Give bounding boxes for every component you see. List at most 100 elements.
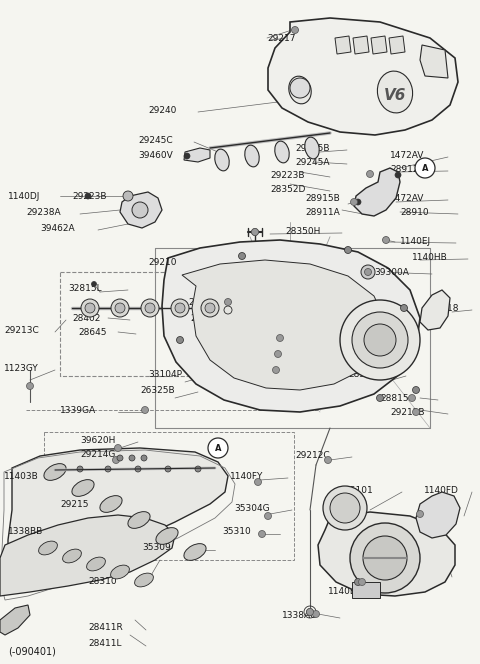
Circle shape [355,199,361,205]
Text: 33104P: 33104P [148,369,182,378]
Ellipse shape [305,137,319,159]
Circle shape [367,171,373,177]
Circle shape [225,299,231,305]
Text: 28411R: 28411R [88,623,123,633]
Text: 1140DJ: 1140DJ [8,191,40,201]
Circle shape [195,466,201,472]
Circle shape [111,299,129,317]
Ellipse shape [275,141,289,163]
Text: 28310: 28310 [88,578,117,586]
Text: 35304G: 35304G [234,503,270,513]
Text: V6: V6 [384,88,406,102]
Bar [352,582,380,598]
Circle shape [254,479,262,485]
Circle shape [395,172,401,178]
Circle shape [85,193,91,199]
Circle shape [165,466,171,472]
Polygon shape [120,192,162,228]
Ellipse shape [184,544,206,560]
Circle shape [177,337,183,343]
Bar [224,318,232,334]
Circle shape [142,406,148,414]
Circle shape [123,191,133,201]
Bar [44,432,294,560]
Text: 28645: 28645 [78,327,107,337]
Circle shape [340,300,420,380]
Polygon shape [354,168,400,216]
Polygon shape [8,448,228,582]
Polygon shape [389,36,405,54]
Circle shape [141,299,159,317]
Circle shape [363,536,407,580]
Text: 28411L: 28411L [88,639,121,649]
Circle shape [361,265,375,279]
Text: 29212D: 29212D [188,297,223,307]
Text: 39620H: 39620H [80,436,115,444]
Text: 28915B: 28915B [305,193,340,203]
Circle shape [350,199,358,205]
Text: 29217R: 29217R [394,570,429,580]
Circle shape [276,335,284,341]
Text: 28352D: 28352D [270,185,305,193]
Text: 28815: 28815 [380,394,408,402]
Circle shape [264,513,272,519]
Circle shape [115,444,121,452]
Text: 1140EY: 1140EY [328,588,362,596]
Text: 1140EJ: 1140EJ [400,236,431,246]
Polygon shape [420,290,450,330]
Circle shape [365,269,371,275]
Circle shape [92,282,96,286]
Text: 29212B: 29212B [390,408,424,416]
Circle shape [352,312,408,368]
Circle shape [26,382,34,390]
Text: A: A [422,163,428,173]
Circle shape [81,299,99,317]
Text: 35309: 35309 [142,544,171,552]
Text: 29223B: 29223B [270,171,304,179]
Polygon shape [0,515,175,596]
Text: 35101: 35101 [344,485,373,495]
Circle shape [330,493,360,523]
Text: 1140HB: 1140HB [412,252,448,262]
Circle shape [175,303,185,313]
Circle shape [225,299,231,305]
Polygon shape [162,240,420,412]
Text: (-090401): (-090401) [8,647,56,657]
Circle shape [77,466,83,472]
Ellipse shape [38,541,58,555]
Polygon shape [371,36,387,54]
Circle shape [383,237,389,243]
Circle shape [132,202,148,218]
Text: 29214G: 29214G [80,450,115,459]
Circle shape [141,455,147,461]
Text: 29210: 29210 [148,258,177,266]
Circle shape [85,303,95,313]
Text: 35310: 35310 [222,527,251,537]
Circle shape [383,236,389,244]
Text: 29245A: 29245A [295,157,329,167]
Ellipse shape [100,495,122,513]
Text: 29218: 29218 [430,303,458,313]
Circle shape [415,158,435,178]
Text: 11403B: 11403B [4,471,39,481]
Circle shape [252,228,259,236]
Text: 1140FD: 1140FD [424,485,459,495]
Text: 29245C: 29245C [138,135,173,145]
Bar [60,272,238,376]
Circle shape [291,27,299,33]
Text: 29213C: 29213C [4,325,39,335]
Circle shape [324,457,332,463]
Polygon shape [268,18,458,135]
Polygon shape [416,492,460,538]
Text: 1573GC: 1573GC [282,355,318,365]
Text: 1339GA: 1339GA [60,406,96,414]
Text: 29223B: 29223B [72,191,107,201]
Text: 29240: 29240 [148,106,176,114]
Ellipse shape [72,479,94,497]
Circle shape [135,466,141,472]
Polygon shape [353,36,369,54]
Circle shape [412,386,420,394]
Circle shape [307,608,313,616]
Text: 28815: 28815 [190,313,218,323]
Circle shape [145,303,155,313]
